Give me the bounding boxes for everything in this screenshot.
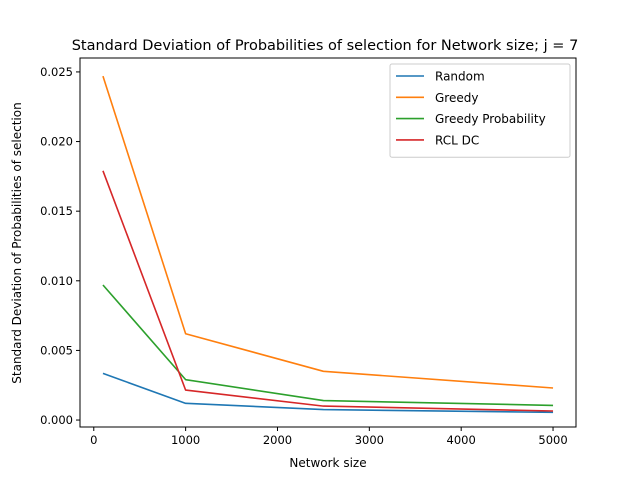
legend-box: [389, 63, 571, 158]
legend: Random Greedy Greedy Probability RCL DC: [389, 63, 571, 158]
y-tick-label: 0.010: [40, 274, 73, 288]
series-line-greedy-probability: [102, 284, 554, 407]
series-line-rcl-dc: [102, 170, 554, 412]
legend-label-greedy: Greedy: [435, 91, 478, 105]
x-tick-label: 2000: [263, 433, 292, 447]
x-tick-label: 5000: [538, 433, 567, 447]
plot-frame: [79, 57, 577, 428]
y-tick-label: 0.020: [40, 135, 73, 149]
y-tick-label: 0.015: [40, 204, 73, 218]
series-line-greedy: [102, 75, 554, 389]
chart-title: Standard Deviation of Probabilities of s…: [72, 38, 579, 54]
x-axis-label: Network size: [289, 456, 366, 470]
x-axis: 0 1000 2000 3000 4000 5000: [90, 427, 568, 447]
legend-label-rcl-dc: RCL DC: [435, 133, 479, 147]
x-tick-label: 1000: [171, 433, 200, 447]
legend-label-greedy-probability: Greedy Probability: [435, 112, 546, 126]
x-tick-label: 4000: [447, 433, 476, 447]
y-axis: 0.000 0.005 0.010 0.015 0.020 0.025: [40, 65, 80, 427]
y-tick-label: 0.000: [40, 413, 73, 427]
series-line-random: [102, 372, 554, 414]
x-tick-label: 3000: [355, 433, 384, 447]
plot-area: [102, 75, 554, 414]
y-axis-label: Standard Deviation of Probabilities of s…: [10, 102, 24, 383]
legend-label-random: Random: [435, 70, 485, 84]
y-tick-label: 0.025: [40, 65, 73, 79]
x-tick-label: 0: [90, 433, 97, 447]
y-tick-label: 0.005: [40, 343, 73, 357]
